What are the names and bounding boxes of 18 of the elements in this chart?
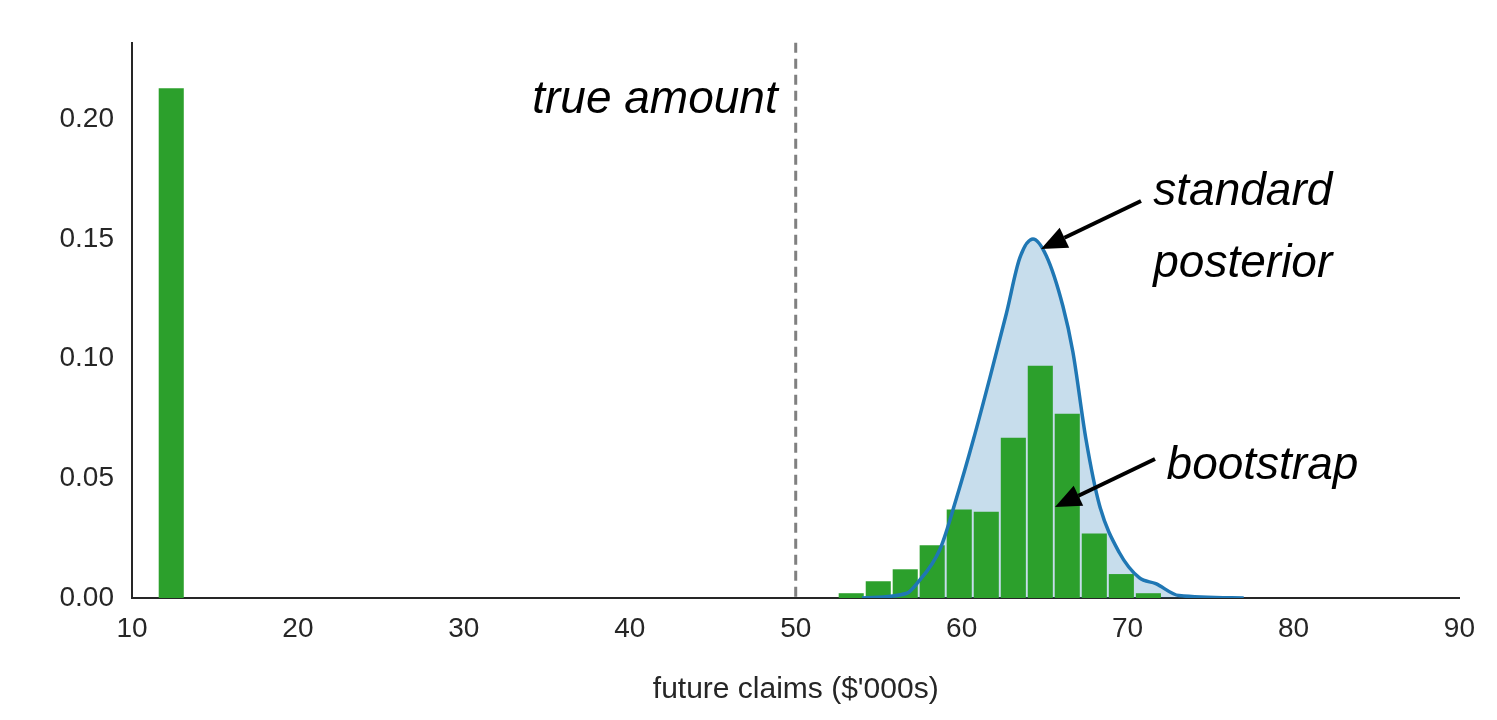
x-tick-label: 50 [780,611,812,643]
y-tick-label: 0.00 [59,580,114,612]
ref-line-label: true amount [532,70,780,123]
x-tick-label: 30 [448,611,480,643]
x-tick-label: 40 [614,611,646,643]
x-tick-label: 80 [1277,611,1310,643]
x-tick-label: 70 [1111,611,1144,643]
x-tick-label: 60 [946,611,978,643]
annotation: bootstrap [1166,437,1359,490]
annotation: standard posterior [1151,162,1334,287]
x-axis-title: future claims ($'000s) [652,671,939,705]
y-tick-label: 0.20 [59,102,114,134]
y-tick-label: 0.15 [59,221,114,253]
y-tick-label: 0.10 [59,341,114,373]
x-tick-label: 90 [1443,611,1476,643]
x-tick-label: 20 [282,611,314,643]
x-tick-label: 10 [116,611,148,643]
y-tick-label: 0.05 [59,461,114,493]
